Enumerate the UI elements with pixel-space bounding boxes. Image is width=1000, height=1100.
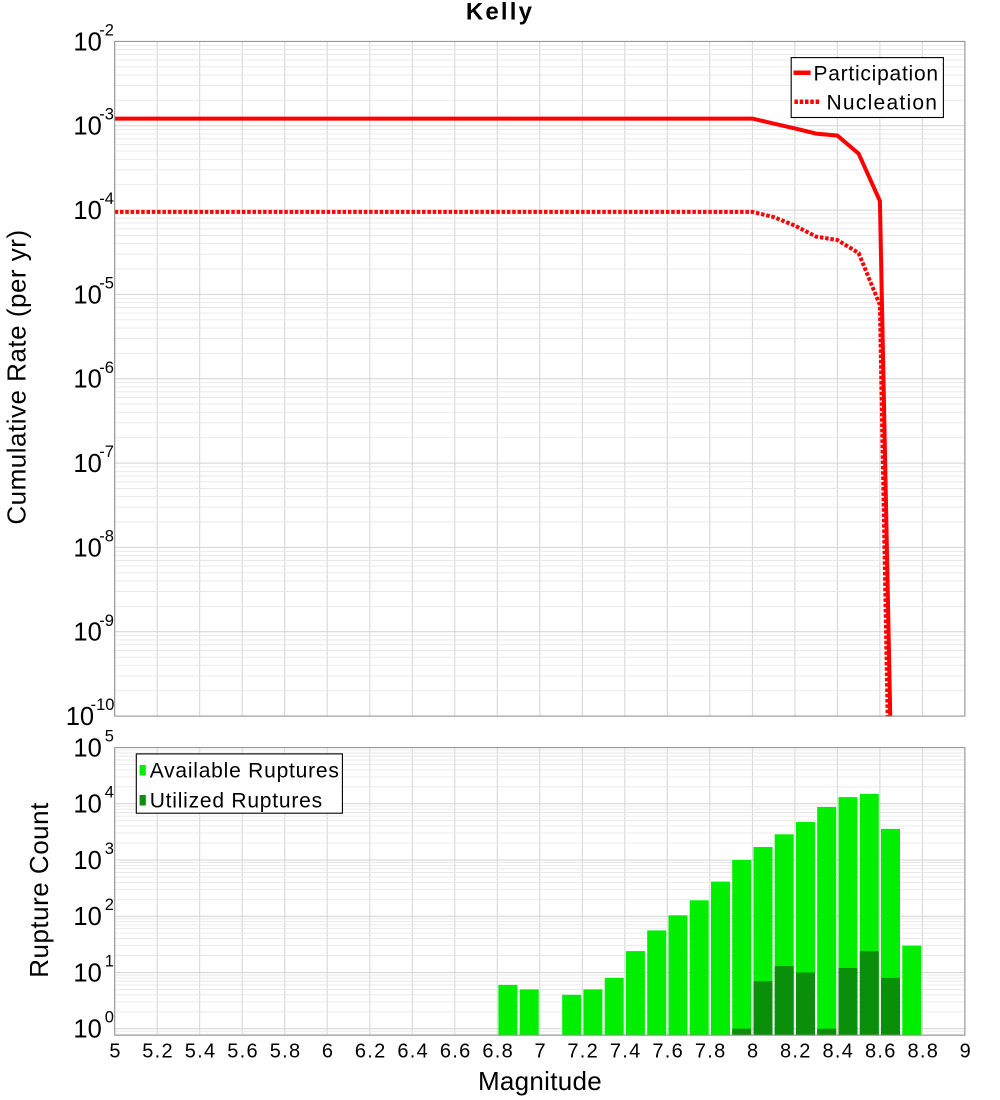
svg-text:5.6: 5.6 xyxy=(227,1040,259,1062)
svg-text:10: 10 xyxy=(73,791,101,819)
svg-text:8.2: 8.2 xyxy=(780,1040,812,1062)
svg-text:6.4: 6.4 xyxy=(397,1040,429,1062)
svg-text:0: 0 xyxy=(105,1009,114,1027)
svg-text:8.4: 8.4 xyxy=(822,1040,854,1062)
svg-text:-10: -10 xyxy=(91,696,115,714)
svg-text:10: 10 xyxy=(73,28,101,56)
svg-text:6.2: 6.2 xyxy=(355,1040,387,1062)
svg-text:8.6: 8.6 xyxy=(865,1040,897,1062)
svg-text:10: 10 xyxy=(73,534,101,562)
svg-text:10: 10 xyxy=(73,959,101,987)
svg-text:-7: -7 xyxy=(99,443,114,461)
svg-text:6: 6 xyxy=(322,1040,334,1062)
svg-text:5.8: 5.8 xyxy=(270,1040,302,1062)
svg-text:10: 10 xyxy=(73,366,101,394)
svg-text:3: 3 xyxy=(105,840,114,858)
svg-text:7.2: 7.2 xyxy=(567,1040,599,1062)
svg-text:Cumulative Rate (per yr): Cumulative Rate (per yr) xyxy=(2,229,32,524)
svg-text:10: 10 xyxy=(73,847,101,875)
svg-text:5.4: 5.4 xyxy=(185,1040,217,1062)
svg-text:7.4: 7.4 xyxy=(610,1040,642,1062)
svg-text:10: 10 xyxy=(73,1016,101,1044)
svg-text:10: 10 xyxy=(73,281,101,309)
svg-text:10: 10 xyxy=(73,903,101,931)
svg-text:8: 8 xyxy=(747,1040,759,1062)
svg-text:6.6: 6.6 xyxy=(440,1040,472,1062)
svg-text:5.2: 5.2 xyxy=(142,1040,174,1062)
svg-text:4: 4 xyxy=(105,784,114,802)
svg-text:2: 2 xyxy=(105,896,114,914)
svg-text:10: 10 xyxy=(73,450,101,478)
svg-text:5: 5 xyxy=(109,1040,121,1062)
svg-text:Magnitude: Magnitude xyxy=(478,1066,602,1096)
svg-text:Rupture Count: Rupture Count xyxy=(24,802,54,978)
svg-text:5: 5 xyxy=(105,728,114,746)
svg-text:1: 1 xyxy=(105,953,114,971)
svg-text:-5: -5 xyxy=(99,274,114,292)
svg-text:-6: -6 xyxy=(99,359,114,377)
svg-text:Utilized Ruptures: Utilized Ruptures xyxy=(150,789,323,812)
svg-text:Participation: Participation xyxy=(814,62,939,85)
svg-text:10: 10 xyxy=(73,113,101,141)
svg-text:Available Ruptures: Available Ruptures xyxy=(150,759,340,782)
svg-text:7: 7 xyxy=(534,1040,546,1062)
svg-text:Kelly: Kelly xyxy=(466,0,534,26)
svg-text:-8: -8 xyxy=(99,527,114,545)
svg-text:Nucleation: Nucleation xyxy=(827,91,939,114)
svg-text:10: 10 xyxy=(66,703,94,731)
svg-text:6.8: 6.8 xyxy=(482,1040,514,1062)
svg-text:9: 9 xyxy=(960,1040,972,1062)
svg-text:-3: -3 xyxy=(99,106,114,124)
svg-text:10: 10 xyxy=(73,197,101,225)
svg-text:10: 10 xyxy=(73,619,101,647)
svg-text:8.8: 8.8 xyxy=(907,1040,939,1062)
svg-text:-4: -4 xyxy=(99,190,114,208)
svg-text:-9: -9 xyxy=(99,612,114,630)
svg-text:7.6: 7.6 xyxy=(652,1040,684,1062)
svg-text:-2: -2 xyxy=(99,21,114,39)
svg-text:7.8: 7.8 xyxy=(695,1040,727,1062)
svg-text:10: 10 xyxy=(73,734,101,762)
